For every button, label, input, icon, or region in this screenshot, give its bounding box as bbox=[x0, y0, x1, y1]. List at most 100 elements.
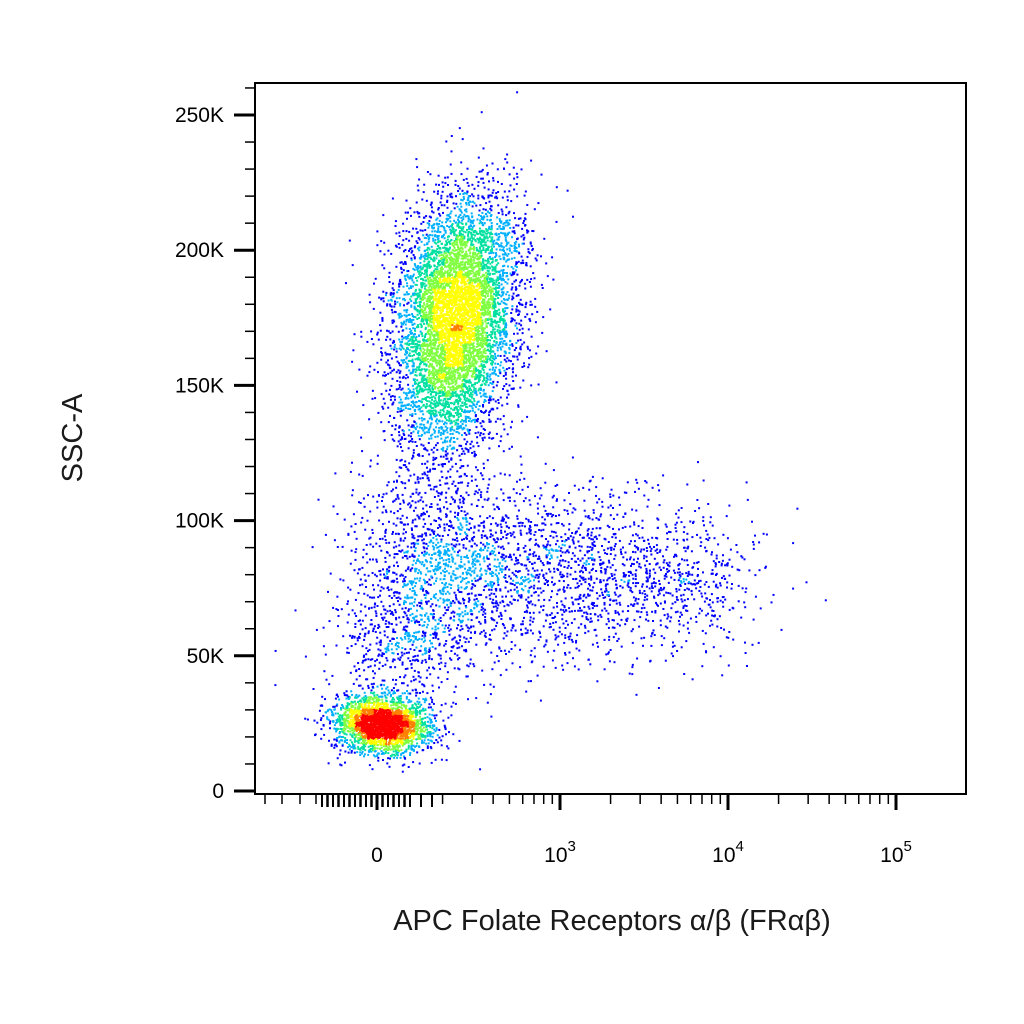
data-point bbox=[380, 750, 383, 753]
data-point bbox=[461, 314, 464, 317]
data-point bbox=[410, 304, 413, 307]
data-point bbox=[476, 340, 479, 343]
data-point bbox=[374, 697, 377, 700]
data-point bbox=[442, 404, 445, 407]
data-point bbox=[456, 251, 459, 254]
data-point bbox=[374, 742, 377, 745]
data-point bbox=[345, 697, 348, 700]
data-point bbox=[424, 332, 427, 335]
data-point bbox=[474, 361, 477, 364]
data-point bbox=[452, 202, 455, 205]
data-point bbox=[482, 433, 485, 436]
data-point bbox=[355, 733, 358, 736]
data-point bbox=[427, 286, 430, 289]
data-point bbox=[412, 370, 414, 373]
data-point bbox=[486, 279, 489, 282]
data-point bbox=[368, 696, 371, 699]
data-point bbox=[433, 728, 436, 731]
data-point bbox=[472, 386, 475, 389]
data-point bbox=[449, 332, 452, 334]
data-point bbox=[357, 724, 360, 726]
data-point bbox=[350, 702, 353, 705]
data-point bbox=[466, 261, 469, 264]
data-point bbox=[403, 763, 406, 766]
data-point bbox=[440, 463, 443, 466]
data-point bbox=[384, 711, 387, 714]
data-point bbox=[407, 719, 410, 721]
data-point bbox=[341, 704, 344, 706]
data-point bbox=[492, 326, 495, 329]
data-point bbox=[445, 352, 448, 355]
data-point bbox=[354, 703, 357, 706]
data-point bbox=[415, 738, 418, 741]
data-point bbox=[414, 427, 417, 429]
data-point bbox=[452, 333, 455, 336]
data-point bbox=[378, 702, 381, 705]
data-point bbox=[429, 390, 432, 393]
data-point bbox=[410, 740, 412, 742]
data-point bbox=[375, 714, 378, 717]
data-point bbox=[467, 291, 470, 294]
data-point bbox=[341, 743, 344, 746]
data-point bbox=[374, 727, 377, 730]
data-point bbox=[451, 394, 454, 397]
data-point bbox=[377, 720, 380, 722]
data-point bbox=[421, 387, 424, 390]
data-point bbox=[404, 299, 407, 302]
data-point bbox=[359, 748, 362, 751]
data-point bbox=[418, 701, 421, 704]
data-point bbox=[416, 343, 418, 346]
data-point bbox=[399, 722, 402, 725]
data-point bbox=[511, 282, 514, 285]
data-point bbox=[331, 711, 333, 713]
data-point bbox=[478, 292, 481, 295]
data-point bbox=[424, 723, 427, 726]
data-point bbox=[497, 399, 500, 401]
data-point bbox=[475, 403, 478, 406]
data-point bbox=[333, 724, 336, 727]
data-point bbox=[412, 721, 415, 724]
data-point bbox=[488, 368, 491, 371]
data-point bbox=[373, 691, 376, 694]
data-point bbox=[405, 723, 408, 726]
data-point bbox=[449, 298, 452, 301]
data-point bbox=[431, 386, 434, 389]
data-point bbox=[407, 739, 410, 742]
data-point bbox=[375, 741, 378, 743]
data-point bbox=[348, 708, 351, 710]
data-point bbox=[369, 716, 372, 719]
data-point bbox=[455, 261, 458, 264]
data-point bbox=[319, 719, 322, 721]
data-point bbox=[395, 350, 398, 353]
data-point bbox=[447, 292, 450, 295]
data-point bbox=[415, 349, 418, 352]
data-point bbox=[354, 735, 357, 738]
data-point bbox=[430, 287, 433, 290]
data-point bbox=[363, 701, 366, 704]
data-point bbox=[388, 739, 391, 742]
data-point bbox=[488, 401, 491, 404]
data-point bbox=[457, 327, 460, 329]
data-point bbox=[406, 342, 409, 345]
data-point bbox=[456, 303, 459, 306]
data-point bbox=[405, 715, 408, 718]
data-point bbox=[361, 726, 363, 729]
data-point bbox=[403, 712, 406, 715]
data-point bbox=[415, 724, 418, 727]
data-point bbox=[461, 434, 463, 437]
data-point bbox=[362, 735, 365, 738]
data-point bbox=[455, 400, 458, 403]
data-point bbox=[360, 330, 363, 333]
data-point bbox=[454, 346, 457, 349]
data-point bbox=[422, 717, 425, 720]
data-point bbox=[419, 705, 421, 708]
data-point bbox=[336, 728, 339, 730]
data-point bbox=[401, 437, 404, 440]
data-point bbox=[503, 473, 506, 476]
data-point bbox=[513, 232, 516, 235]
data-point bbox=[483, 264, 486, 266]
data-point bbox=[412, 341, 415, 344]
data-point bbox=[441, 343, 444, 346]
data-point bbox=[470, 440, 473, 443]
data-point bbox=[486, 269, 489, 272]
